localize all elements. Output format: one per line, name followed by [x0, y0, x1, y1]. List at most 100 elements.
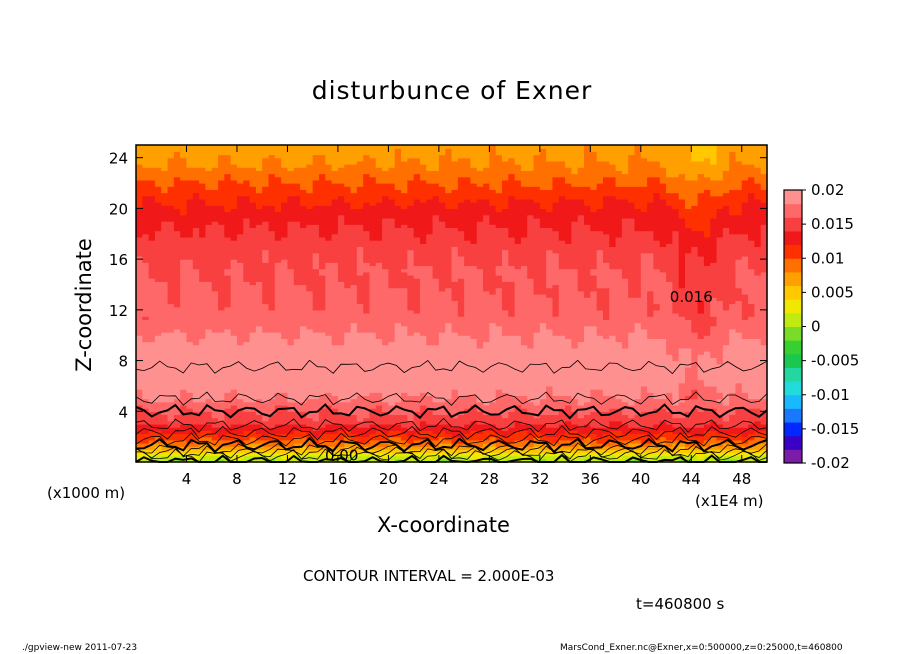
- heatmap-cell: [577, 414, 585, 419]
- heatmap-cell: [495, 360, 503, 365]
- heatmap-cell: [401, 455, 408, 460]
- heatmap-cell: [148, 420, 156, 425]
- heatmap-cell: [274, 332, 282, 336]
- heatmap-cell: [192, 385, 200, 390]
- heatmap-cell: [243, 341, 251, 346]
- heatmap-cell: [445, 439, 453, 444]
- heatmap-cell: [445, 389, 453, 393]
- heatmap-cell: [729, 446, 737, 450]
- heatmap-cell: [520, 376, 528, 381]
- heatmap-cell: [621, 430, 629, 435]
- heatmap-cell: [312, 455, 320, 460]
- heatmap-cell: [539, 344, 547, 349]
- heatmap-cell: [621, 306, 629, 311]
- heatmap-cell: [300, 430, 307, 435]
- heatmap-cell: [148, 398, 156, 403]
- heatmap-cell: [457, 341, 465, 346]
- heatmap-cell: [640, 322, 648, 327]
- heatmap-cell: [401, 382, 408, 387]
- heatmap-cell: [552, 389, 560, 393]
- heatmap-cell: [344, 373, 352, 378]
- heatmap-cell: [262, 376, 270, 381]
- heatmap-cell: [192, 411, 200, 416]
- heatmap-cell: [558, 382, 566, 387]
- heatmap-cell: [142, 332, 150, 336]
- heatmap-cell: [634, 427, 642, 431]
- heatmap-cell: [173, 379, 181, 384]
- heatmap-cell: [388, 344, 396, 349]
- heatmap-cell: [533, 363, 541, 368]
- heatmap-cell: [457, 452, 465, 457]
- heatmap-cell: [710, 306, 718, 311]
- heatmap-cell: [186, 427, 194, 431]
- heatmap-cell: [236, 316, 244, 320]
- heatmap-cell: [350, 433, 358, 438]
- heatmap-cell: [192, 404, 200, 409]
- heatmap-cell: [350, 363, 358, 368]
- heatmap-cell: [634, 439, 642, 444]
- heatmap-cell: [615, 398, 623, 403]
- heatmap-cell: [331, 316, 339, 320]
- heatmap-cell: [173, 328, 181, 333]
- heatmap-cell: [413, 408, 421, 412]
- heatmap-cell: [476, 363, 484, 368]
- heatmap-cell: [464, 427, 472, 431]
- heatmap-cell: [716, 351, 724, 355]
- heatmap-cell: [722, 373, 730, 378]
- heatmap-cell: [230, 455, 238, 460]
- heatmap-cell: [710, 335, 718, 339]
- heatmap-cell: [501, 420, 509, 425]
- heatmap-cell: [703, 313, 711, 317]
- heatmap-cell: [337, 433, 345, 438]
- heatmap-cell: [180, 446, 188, 450]
- heatmap-cell: [331, 430, 339, 435]
- heatmap-cell: [615, 449, 623, 454]
- heatmap-cell: [325, 401, 333, 406]
- heatmap-cell: [558, 366, 566, 371]
- heatmap-cell: [369, 366, 377, 371]
- heatmap-cell: [722, 351, 730, 355]
- heatmap-cell: [653, 347, 661, 352]
- heatmap-cell: [300, 439, 307, 444]
- heatmap-cell: [552, 395, 560, 400]
- heatmap-cell: [470, 338, 478, 343]
- heatmap-cell: [249, 347, 257, 352]
- heatmap-cell: [136, 370, 143, 374]
- heatmap-cell: [382, 309, 389, 314]
- heatmap-cell: [262, 328, 270, 333]
- heatmap-cell: [520, 382, 528, 387]
- heatmap-cell: [180, 398, 188, 403]
- heatmap-cell: [432, 442, 440, 447]
- heatmap-cell: [325, 411, 333, 416]
- heatmap-cell: [394, 366, 402, 371]
- heatmap-cell: [243, 347, 251, 352]
- heatmap-cell: [249, 389, 257, 393]
- heatmap-cell: [243, 430, 251, 435]
- heatmap-cell: [318, 401, 326, 406]
- heatmap-cell: [426, 458, 434, 463]
- heatmap-cell: [154, 370, 162, 374]
- heatmap-cell: [230, 395, 238, 400]
- heatmap-cell: [590, 344, 598, 349]
- heatmap-cell: [716, 319, 724, 324]
- heatmap-cell: [148, 382, 156, 387]
- heatmap-cell: [451, 347, 459, 352]
- heatmap-cell: [173, 417, 181, 422]
- heatmap-cell: [148, 423, 156, 428]
- heatmap-cell: [476, 354, 484, 358]
- heatmap-cell: [211, 303, 219, 308]
- heatmap-cell: [539, 449, 547, 454]
- heatmap-cell: [647, 363, 655, 368]
- heatmap-cell: [584, 401, 591, 406]
- heatmap-cell: [255, 303, 263, 308]
- heatmap-cell: [615, 328, 623, 333]
- heatmap-cell: [495, 455, 503, 460]
- heatmap-cell: [312, 379, 320, 384]
- heatmap-cell: [514, 417, 522, 422]
- heatmap-cell: [628, 341, 636, 346]
- heatmap-cell: [205, 313, 213, 317]
- heatmap-cell: [136, 398, 143, 403]
- heatmap-cell: [142, 389, 150, 393]
- heatmap-cell: [331, 373, 339, 378]
- heatmap-cell: [621, 303, 629, 308]
